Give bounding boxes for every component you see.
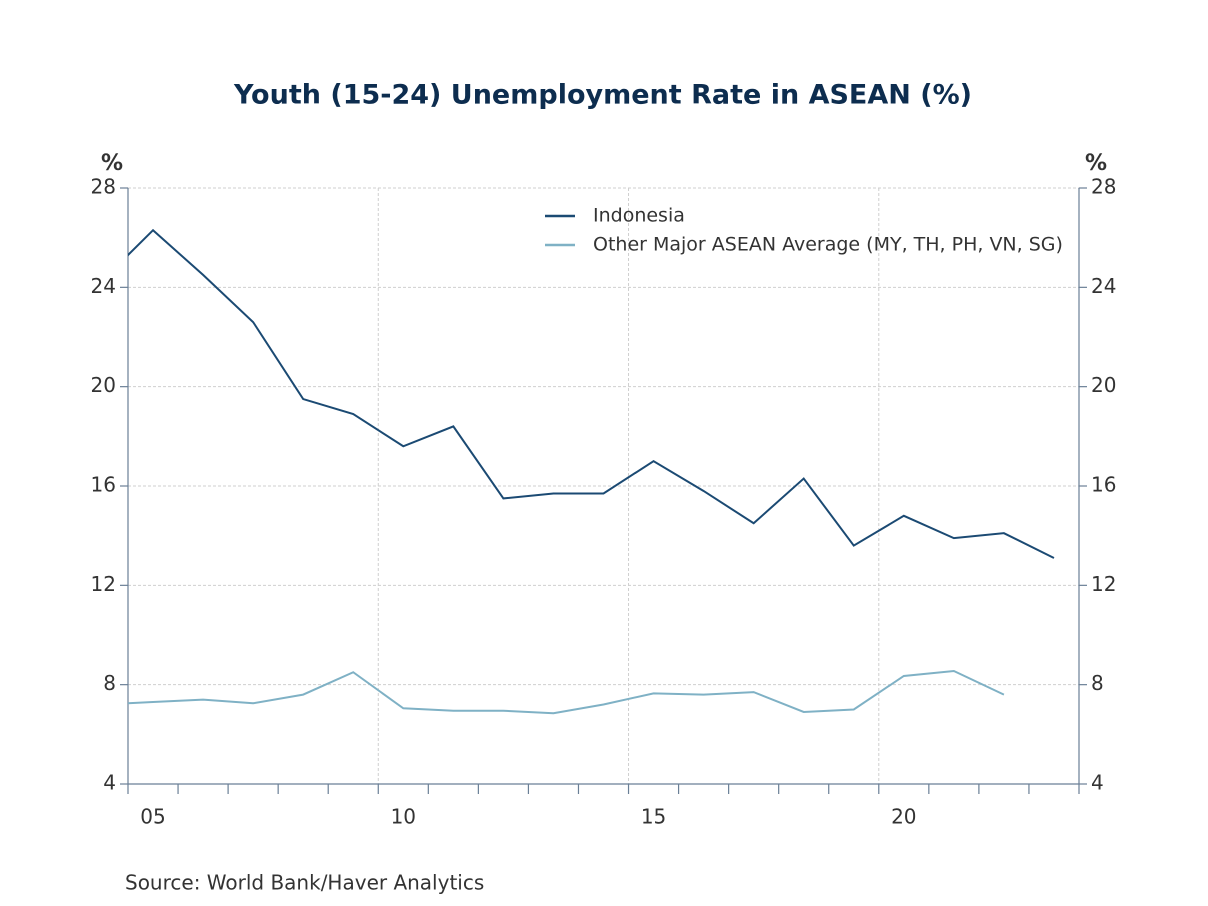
- y2-tick-label: 8: [1091, 671, 1104, 695]
- x-tick-label: 20: [891, 805, 916, 829]
- x-tick-label: 10: [391, 805, 416, 829]
- chart-title: Youth (15-24) Unemployment Rate in ASEAN…: [233, 80, 972, 111]
- y-tick-label: 8: [103, 671, 116, 695]
- y2-tick-label: 4: [1091, 771, 1104, 795]
- y2-tick-label: 12: [1091, 572, 1116, 596]
- x-tick-label: 05: [140, 805, 165, 829]
- y-tick-label: 20: [91, 373, 116, 397]
- y-tick-label: 16: [91, 473, 116, 497]
- y-tick-label: 24: [91, 274, 116, 298]
- legend-label: Other Major ASEAN Average (MY, TH, PH, V…: [593, 234, 1063, 256]
- y2-tick-label: 28: [1091, 175, 1116, 199]
- y-tick-label: 28: [91, 175, 116, 199]
- legend-label: Indonesia: [593, 205, 685, 227]
- series-line: [128, 669, 1005, 715]
- y2-tick-label: 20: [1091, 373, 1116, 397]
- y-tick-label: 4: [103, 771, 116, 795]
- y2-unit-label: %: [1085, 151, 1107, 176]
- series-line: [128, 228, 1055, 559]
- source-note: Source: World Bank/Haver Analytics: [125, 871, 484, 895]
- y-unit-label: %: [101, 151, 123, 176]
- y2-tick-label: 16: [1091, 473, 1116, 497]
- y2-tick-label: 24: [1091, 274, 1116, 298]
- y-tick-label: 12: [91, 572, 116, 596]
- x-tick-label: 15: [641, 805, 666, 829]
